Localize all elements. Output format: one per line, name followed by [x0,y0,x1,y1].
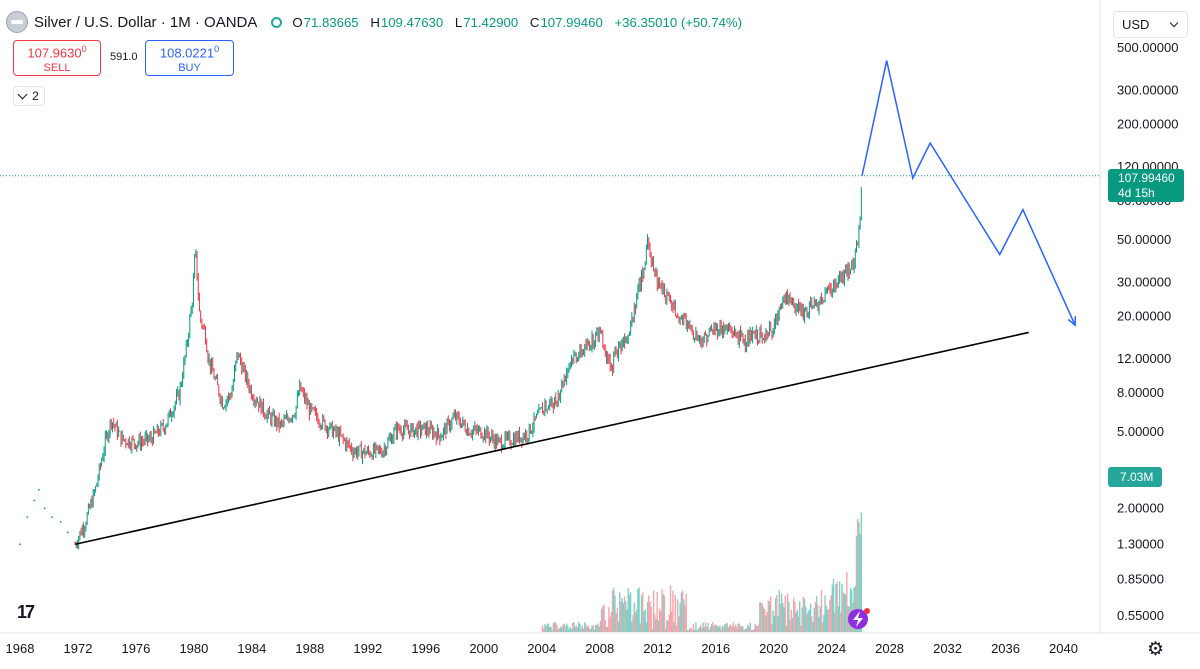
chevron-down-icon [17,89,28,100]
price-axis-label: 5.00000 [1117,424,1164,439]
price-axis-label: 300.00000 [1117,83,1178,98]
sell-price-main: 107.9630 [27,45,82,61]
time-axis-label: 1980 [179,641,208,656]
price-axis-label: 0.85000 [1117,572,1164,587]
currency-value: USD [1122,17,1150,32]
time-axis-label: 2032 [933,641,962,656]
close-label: C [529,14,540,30]
time-axis-label: 1968 [6,641,35,656]
time-axis-label: 2024 [817,641,846,656]
time-axis-label: 1972 [64,641,93,656]
price-axis-label: 30.00000 [1117,275,1171,290]
time-axis-label: 2036 [991,641,1020,656]
last-price-value: 107.99460 [1118,171,1175,185]
price-axis-label: 1.30000 [1117,536,1164,551]
chevron-down-icon [1169,18,1179,28]
buy-button[interactable]: 108.02210 BUY [145,40,234,76]
trendline [74,331,1029,546]
market-status-icon [271,16,283,28]
ohlc-values: O71.83665 H109.47630 L71.42900 C107.9946… [292,15,742,30]
candle [43,507,46,510]
time-axis-label: 2028 [875,641,904,656]
price-axis-label: 12.00000 [1117,351,1171,366]
price-axis-label: 500.00000 [1117,40,1178,55]
currency-select[interactable]: USD [1113,11,1188,38]
time-axis-label: 1976 [121,641,150,656]
time-axis-label: 2000 [469,641,498,656]
time-axis: 1968 1972 1976 1980 1984 1988 1992 1996 2000 2004… [6,641,1078,656]
bar-countdown: 4d 15h [1118,186,1155,200]
symbol-title[interactable]: Silver / U.S. Dollar · 1M · OANDA [34,13,258,31]
low-label: L [454,14,463,30]
time-axis-label: 2016 [701,641,730,656]
indicators-count: 2 [32,89,39,103]
time-axis-label: 2008 [585,641,614,656]
tradingview-logo[interactable]: 17 [17,602,35,622]
settings-icon[interactable]: ⚙ [1147,639,1165,660]
low-value: 71.42900 [463,14,519,30]
last-price-badge: 107.99460 4d 15h [1108,169,1184,202]
price-axis-label: 50.00000 [1117,232,1171,247]
indicators-toggle-button[interactable]: 2 [13,86,45,106]
candle [50,516,53,519]
chart-header: Silver / U.S. Dollar · 1M · OANDA O71.83… [6,8,742,36]
projection-path [861,60,1076,326]
candle [66,531,69,534]
time-axis-label: 2004 [527,641,556,656]
price-axis-label: 0.55000 [1117,608,1164,623]
time-axis-label: 1984 [237,641,266,656]
sell-button[interactable]: 107.96300 SELL [13,40,101,76]
spread-value: 591.0 [110,51,138,63]
buy-label: BUY [178,62,201,75]
candle-series [19,187,862,550]
sell-price: 107.96300 [14,44,100,60]
sell-label: SELL [43,62,71,75]
change-value: +36.35010 (+50.74%) [614,14,743,30]
lightning-icon[interactable] [848,608,870,629]
time-axis-label: 2040 [1049,641,1078,656]
buy-price-sup: 0 [214,44,220,54]
candle [26,516,29,519]
price-axis-label: 200.00000 [1117,116,1178,131]
price-axis-label: 8.00000 [1117,385,1164,400]
high-label: H [370,14,380,30]
sell-price-sup: 0 [81,44,87,54]
projection-arrowhead [1067,316,1077,327]
close-value: 107.99460 [540,14,603,30]
time-axis-label: 1992 [353,641,382,656]
price-axis: 500.00000300.00000200.00000120.0000080.0… [1117,40,1178,623]
time-axis-label: 2012 [643,641,672,656]
candle [59,521,62,523]
silver-symbol-icon [6,11,28,33]
high-value: 109.47630 [380,14,444,30]
time-axis-label: 2020 [759,641,788,656]
volume-bars [541,512,863,632]
open-label: O [292,14,303,30]
candle [19,543,21,546]
candle [33,499,36,502]
buy-price: 108.02210 [146,44,233,60]
price-axis-label: 20.00000 [1117,308,1171,323]
time-axis-label: 1996 [411,641,440,656]
volume-badge: 7.03M [1108,467,1162,487]
time-axis-label: 1988 [295,641,324,656]
open-value: 71.83665 [303,14,359,30]
buy-price-main: 108.0221 [159,45,215,61]
projection-line [861,60,1077,327]
price-axis-label: 2.00000 [1117,500,1164,515]
trendline-segment [74,331,1029,546]
candle [37,488,40,491]
